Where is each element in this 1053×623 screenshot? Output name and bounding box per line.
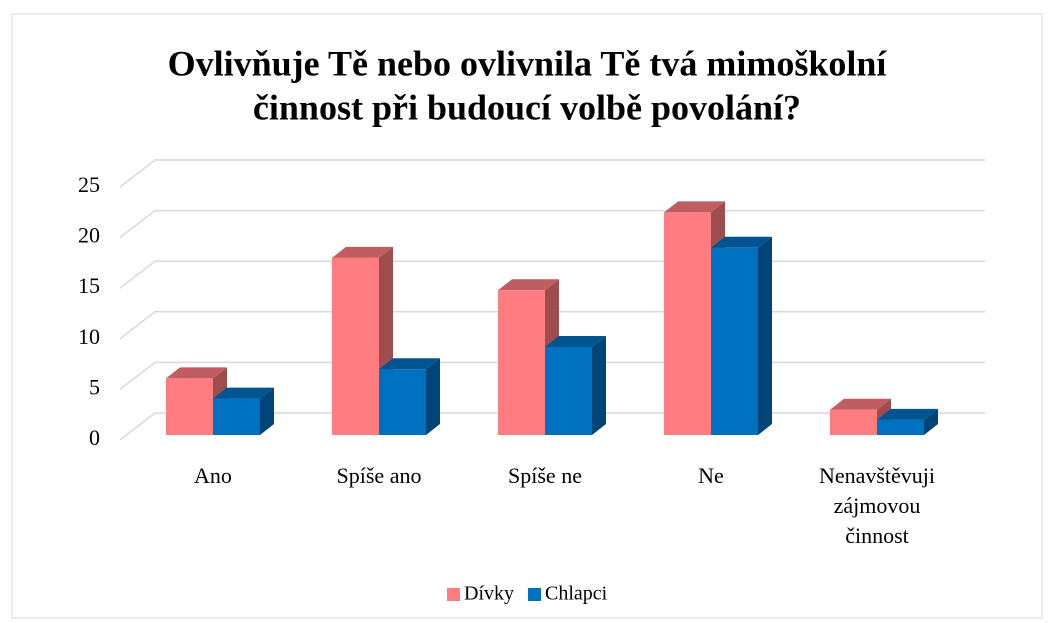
bar-front xyxy=(332,257,379,435)
chart-title: Ovlivňuje Tě nebo ovlivnila Tě tvá mimoš… xyxy=(168,43,888,83)
legend-label: Dívky xyxy=(464,583,514,605)
bar xyxy=(379,358,440,435)
legend-swatch xyxy=(528,588,541,601)
bar-front xyxy=(711,247,758,435)
legend-swatch xyxy=(447,588,460,601)
bar-top xyxy=(877,408,938,420)
bar xyxy=(213,387,274,435)
bar-top xyxy=(711,236,772,248)
bar-side xyxy=(758,236,772,435)
bar xyxy=(877,408,938,435)
bar-side xyxy=(924,408,938,435)
chart-title: činnost při budoucí volbě povolání? xyxy=(253,87,801,127)
y-tick-label: 5 xyxy=(89,374,100,399)
bar-side xyxy=(260,387,274,435)
bar-top xyxy=(166,367,227,379)
bar xyxy=(545,335,606,435)
bar-front xyxy=(545,346,592,435)
bar-top xyxy=(498,279,559,291)
bar-front xyxy=(166,378,213,435)
bar-side xyxy=(592,335,606,435)
y-tick-label: 25 xyxy=(78,172,100,197)
x-tick-label: Nenavštěvuji xyxy=(819,463,935,488)
bar xyxy=(711,236,772,435)
x-tick-label: zájmovou xyxy=(834,493,921,518)
bar-top xyxy=(830,398,891,410)
y-tick-label: 0 xyxy=(89,425,100,450)
y-tick-label: 15 xyxy=(78,273,100,298)
bar-front xyxy=(379,369,426,435)
x-tick-label: Ano xyxy=(194,463,232,488)
x-tick-label: činnost xyxy=(845,523,909,548)
y-tick-label: 10 xyxy=(78,324,100,349)
bar-side xyxy=(426,358,440,435)
bar-top xyxy=(332,246,393,258)
bar-front xyxy=(213,398,260,435)
bar-front xyxy=(877,419,924,435)
bar-top xyxy=(213,387,274,399)
y-tick-label: 20 xyxy=(78,223,100,248)
bar-top xyxy=(664,201,725,213)
x-tick-label: Spíše ne xyxy=(508,463,582,488)
x-tick-label: Ne xyxy=(698,463,724,488)
grid-line xyxy=(119,159,985,188)
x-tick-label: Spíše ano xyxy=(337,463,422,488)
bar-top xyxy=(379,358,440,370)
bar-front xyxy=(664,212,711,435)
bar-front xyxy=(830,409,877,435)
bar-front xyxy=(498,290,545,435)
legend-label: Chlapci xyxy=(545,583,608,605)
bar-top xyxy=(545,335,606,347)
bar xyxy=(166,367,227,435)
